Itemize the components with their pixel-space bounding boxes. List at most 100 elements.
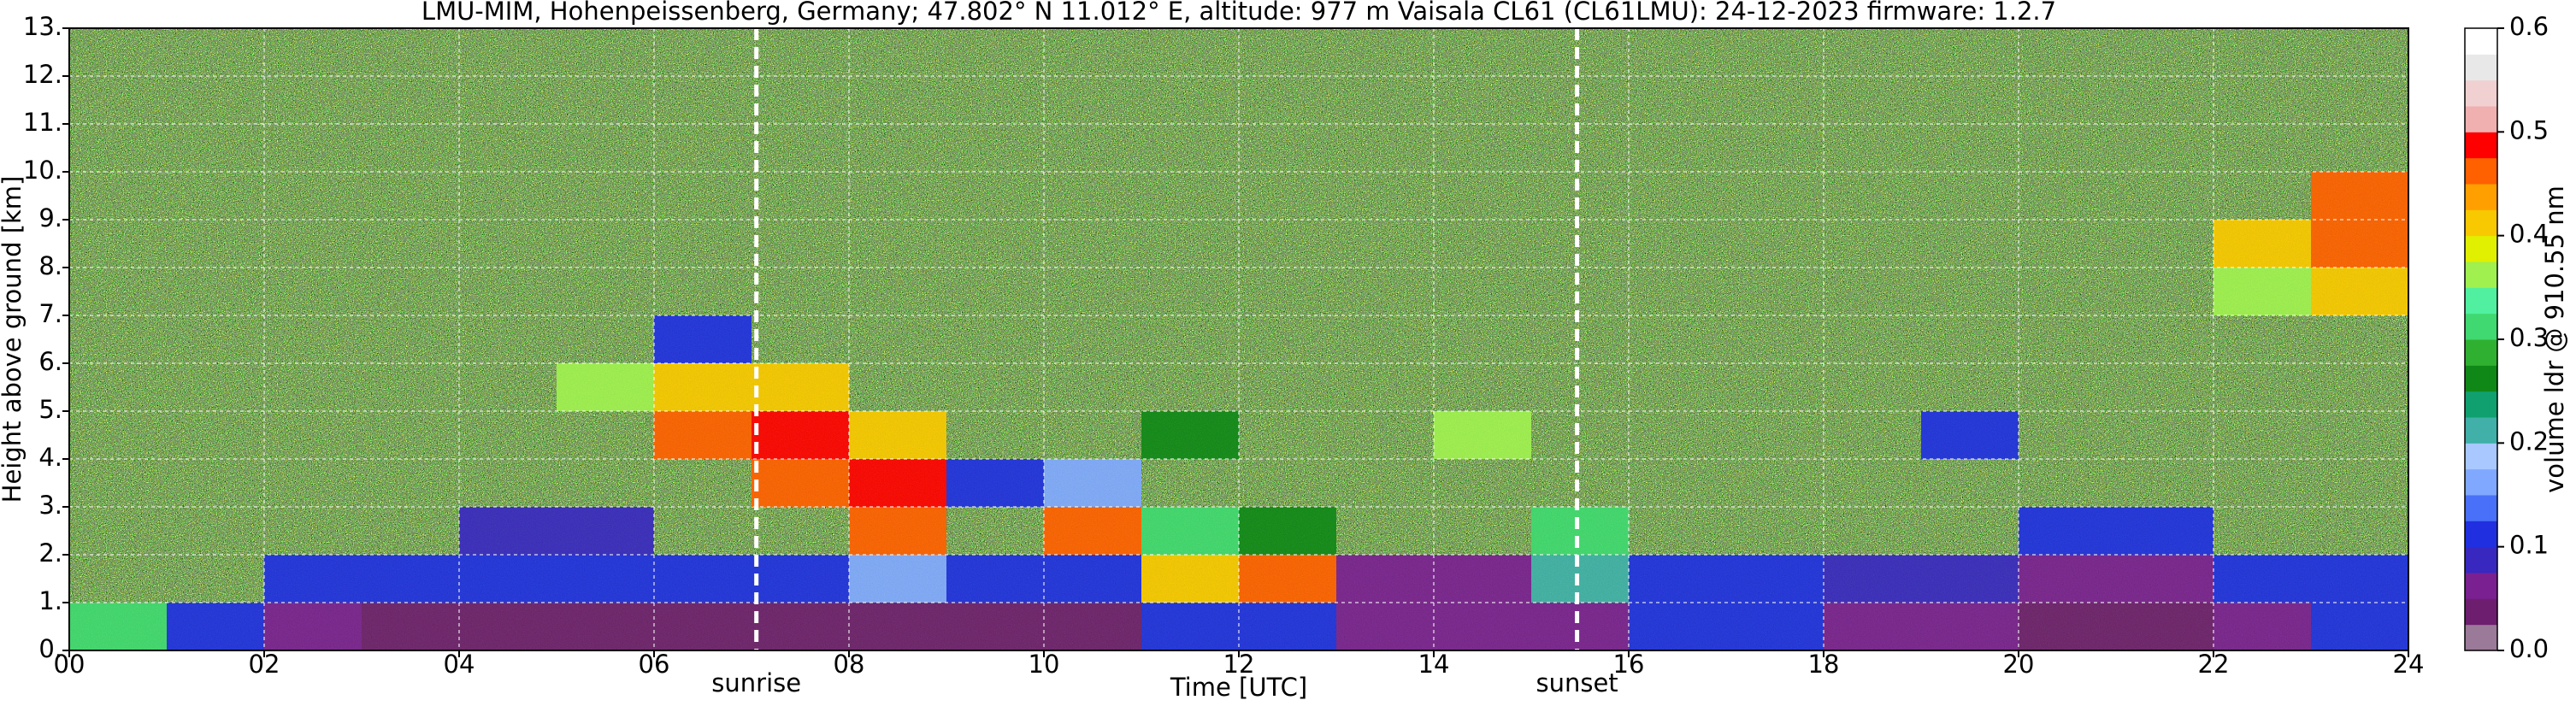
heatmap-cell [2019, 555, 2116, 603]
colorbar-band [2465, 262, 2497, 288]
colorbar-band [2465, 339, 2497, 366]
heatmap-cell [654, 363, 752, 411]
heatmap-cell [362, 603, 459, 650]
y-tick-label: 6. [38, 347, 62, 376]
heatmap-cell [1044, 603, 1141, 650]
y-tick-label: 1. [38, 586, 62, 615]
heatmap-cell [1239, 603, 1336, 650]
heatmap-cell [2311, 220, 2408, 268]
colorbar-band [2465, 184, 2497, 210]
heatmap-cell [1726, 603, 1824, 650]
heatmap-cell [1336, 555, 1434, 603]
colorbar-tick-label: 0.0 [2509, 634, 2549, 663]
colorbar-label: volume ldr @ 910.55 nm [2540, 185, 2569, 493]
heatmap-cell [264, 603, 362, 650]
colorbar-band [2465, 209, 2497, 237]
chart-title: LMU-MIM, Hohenpeissenberg, Germany; 47.8… [421, 0, 2056, 26]
y-tick-label: 2. [38, 538, 62, 568]
heatmap-cell [1434, 603, 1531, 650]
heatmap-cell [69, 603, 167, 650]
x-axis-label: Time [UTC] [1170, 673, 1307, 702]
heatmap-cell [849, 603, 946, 650]
heatmap-cell [752, 603, 849, 650]
colorbar-band [2465, 443, 2497, 470]
colorbar-band [2465, 157, 2497, 185]
colorbar-band [2465, 598, 2497, 626]
y-tick-label: 13. [23, 12, 62, 41]
colorbar-tick-label: 0.2 [2509, 427, 2549, 456]
heatmap-cell [557, 507, 654, 555]
colorbar-tick-label: 0.6 [2509, 12, 2549, 41]
colorbar-band [2465, 573, 2497, 599]
colorbar-tick-label: 0.4 [2509, 220, 2549, 249]
heatmap-cell [557, 363, 654, 411]
colorbar-band [2465, 521, 2497, 548]
heatmap-cell [1141, 555, 1239, 603]
y-tick-label: 7. [38, 299, 62, 328]
heatmap-cell [946, 603, 1044, 650]
y-tick-label: 0. [38, 634, 62, 663]
colorbar-band [2465, 546, 2497, 574]
y-tick-label: 9. [38, 203, 62, 232]
heatmap-cell [459, 555, 557, 603]
heatmap-cell [2116, 555, 2213, 603]
heatmap-cell [654, 315, 752, 363]
heatmap-cell [1044, 459, 1141, 507]
heatmap-cell [1824, 555, 1921, 603]
heatmap-cell [654, 603, 752, 650]
heatmap-cell [2311, 555, 2408, 603]
heatmap-cell [1141, 411, 1239, 459]
heatmap-cell [1629, 603, 1726, 650]
heatmap-cells [69, 172, 2408, 650]
heatmap-cell [1531, 603, 1629, 650]
heatmap-cell [849, 459, 946, 507]
heatmap-cell [849, 411, 946, 459]
heatmap-cell [1239, 555, 1336, 603]
heatmap-cell [1726, 555, 1824, 603]
y-tick-label: 5. [38, 395, 62, 424]
colorbar-band [2465, 495, 2497, 521]
heatmap-cell [1044, 507, 1141, 555]
heatmap-cell [1921, 555, 2019, 603]
heatmap-cell [557, 603, 654, 650]
y-tick-label: 4. [38, 443, 62, 472]
heatmap-cell [2019, 603, 2116, 650]
heatmap-cell [1434, 411, 1531, 459]
colorbar-band [2465, 417, 2497, 444]
colorbar-band [2465, 365, 2497, 392]
colorbar-band [2465, 624, 2497, 651]
colorbar-band [2465, 313, 2497, 340]
colorbar-band [2465, 106, 2497, 132]
colorbar-tick-label: 0.5 [2509, 115, 2549, 144]
heatmap-cell [1531, 507, 1629, 555]
heatmap-cell [1141, 507, 1239, 555]
colorbar-band [2465, 132, 2497, 159]
heatmap-cell [654, 555, 752, 603]
colorbar-tick-label: 0.1 [2509, 531, 2549, 560]
heatmap-cell [459, 603, 557, 650]
heatmap-cell [557, 555, 654, 603]
colorbar-band [2465, 235, 2497, 262]
colorbar-band [2465, 28, 2497, 55]
heatmap-cell [752, 555, 849, 603]
annotation-label: sunrise [711, 668, 801, 697]
heatmap-cell [752, 411, 849, 459]
colorbar-band [2465, 79, 2497, 107]
heatmap-cell [2311, 172, 2408, 220]
heatmap-cell [2311, 268, 2408, 315]
heatmap-cell [2213, 555, 2311, 603]
y-axis-label: Height above ground [km] [0, 176, 27, 503]
heatmap-cell [1044, 555, 1141, 603]
colorbar-band [2465, 54, 2497, 81]
heatmap-cell [1239, 507, 1336, 555]
heatmap-cell [362, 555, 459, 603]
heatmap-cell [1921, 603, 2019, 650]
heatmap-cell [2311, 603, 2408, 650]
heatmap-cell [2116, 507, 2213, 555]
heatmap-cell [849, 507, 946, 555]
y-tick-label: 8. [38, 251, 62, 280]
y-tick-label: 10. [23, 156, 62, 185]
y-tick-label: 12. [23, 60, 62, 89]
